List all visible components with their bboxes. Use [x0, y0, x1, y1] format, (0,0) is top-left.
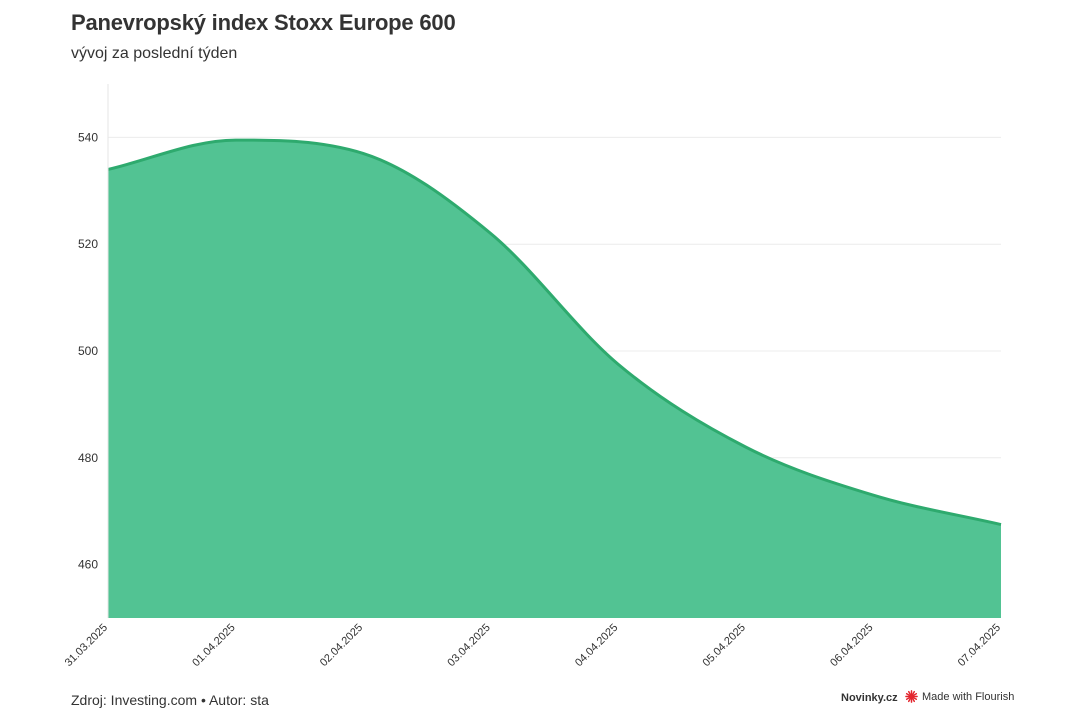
series-line — [107, 138, 1002, 527]
y-tick-label: 480 — [78, 451, 98, 465]
y-tick-labels: 460 480 500 520 540 — [78, 130, 98, 571]
source-credit: Zdroj: Investing.com • Autor: sta — [71, 692, 269, 708]
area-fill — [108, 140, 1001, 618]
data-point[interactable] — [487, 230, 495, 238]
x-tick-labels: 31.03.2025 01.04.2025 02.04.2025 03.04.2025… — [63, 622, 1003, 669]
flourish-label: Made with Flourish — [922, 690, 1015, 703]
x-tick-label: 06.04.2025 — [828, 622, 875, 669]
x-tick-label: 31.03.2025 — [63, 622, 110, 669]
data-point[interactable] — [614, 360, 622, 368]
x-tick-label: 02.04.2025 — [318, 622, 365, 669]
x-tick-label: 07.04.2025 — [956, 622, 1003, 669]
data-point[interactable] — [359, 149, 367, 157]
y-tick-label: 460 — [78, 558, 98, 572]
area-series — [107, 136, 1005, 618]
x-tick-label: 03.04.2025 — [445, 622, 492, 669]
flourish-credit[interactable]: Made with Flourish — [905, 690, 1014, 703]
data-point[interactable] — [869, 491, 877, 499]
x-tick-label: 05.04.2025 — [701, 622, 748, 669]
y-tick-label: 520 — [78, 237, 98, 251]
chart-title: Panevropský index Stoxx Europe 600 — [71, 10, 456, 35]
flourish-star-icon — [905, 690, 918, 703]
data-point[interactable] — [742, 443, 750, 451]
y-tick-label: 540 — [78, 130, 98, 144]
brand-link[interactable]: Novinky.cz — [841, 692, 898, 704]
flourish-star-core — [909, 694, 914, 699]
x-tick-label: 01.04.2025 — [190, 622, 237, 669]
x-tick-label: 04.04.2025 — [573, 622, 620, 669]
chart-subtitle: vývoj za poslední týden — [71, 45, 238, 62]
y-tick-label: 500 — [78, 344, 98, 358]
data-point[interactable] — [997, 521, 1005, 529]
data-point[interactable] — [232, 136, 240, 144]
